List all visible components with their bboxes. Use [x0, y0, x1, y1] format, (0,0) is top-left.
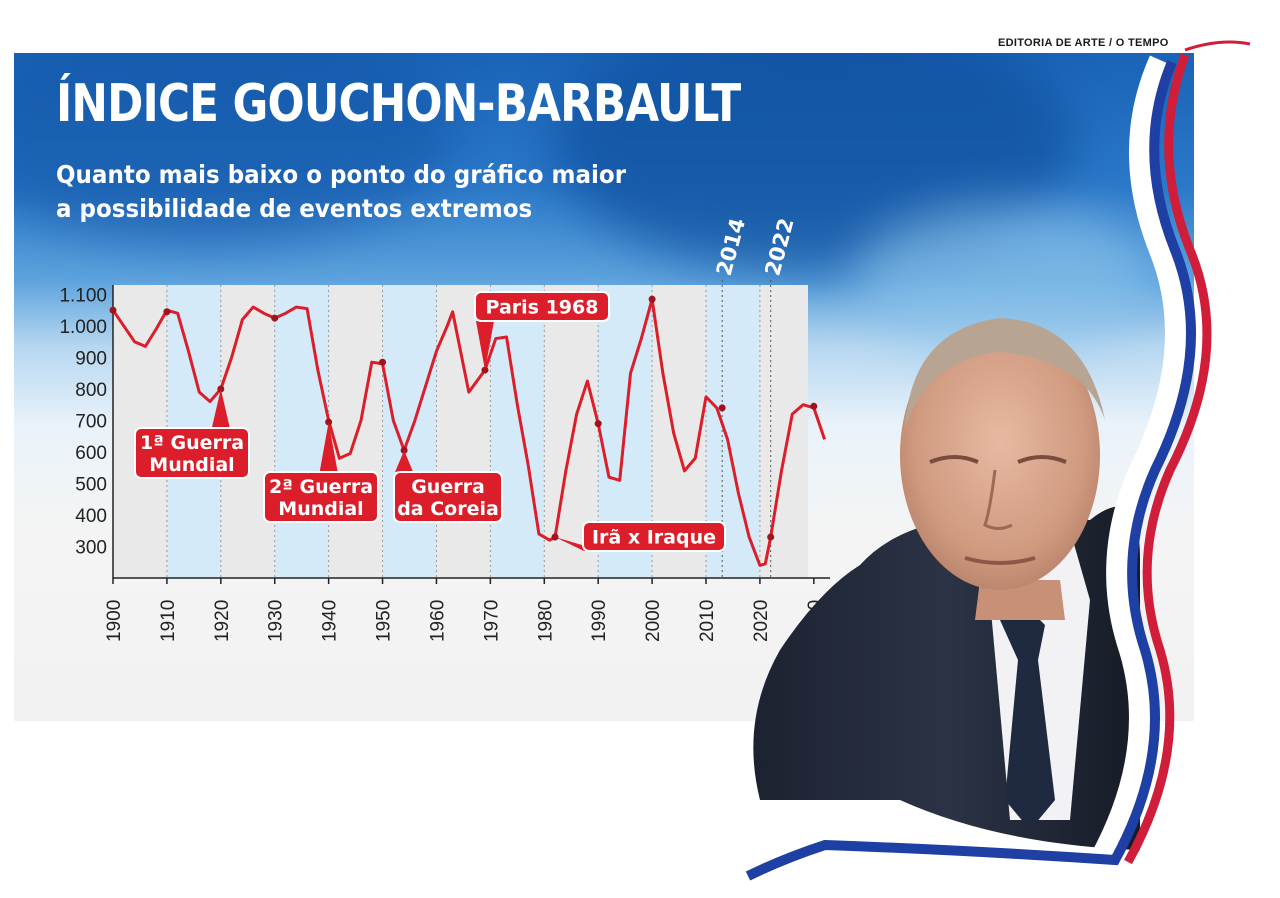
page-title: ÍNDICE GOUCHON-BARBAULT	[56, 74, 741, 134]
data-point	[810, 402, 818, 410]
flag-ribbon	[735, 40, 1251, 881]
x-tick-label: 1900	[104, 600, 125, 642]
x-tick-label: 1930	[266, 600, 287, 642]
annotation-label: Mundial	[278, 498, 363, 520]
annotation-box	[582, 521, 726, 552]
x-tick-label: 1940	[320, 600, 341, 642]
x-tick-label: 1920	[212, 600, 233, 642]
x-tick-label: 1950	[374, 600, 395, 642]
credit-line: EDITORIA DE ARTE / O TEMPO	[998, 37, 1169, 49]
annotation-pointer	[211, 388, 230, 428]
x-tick-label: 2000	[643, 600, 664, 642]
x-tick-label: 2010	[697, 600, 718, 642]
x-tick-label: 1910	[158, 600, 179, 642]
x-tick-label: 1980	[535, 600, 556, 642]
data-point	[163, 308, 171, 316]
data-point	[109, 306, 117, 314]
y-tick-label: 1.000	[59, 317, 107, 338]
annotation-box	[134, 427, 250, 479]
data-point	[767, 533, 775, 541]
y-tick-label: 700	[75, 411, 107, 432]
y-tick-label: 600	[75, 443, 107, 464]
x-tick-label: 1960	[427, 600, 448, 642]
annotation-pointer	[319, 422, 338, 472]
annotation-label: Guerra	[411, 476, 485, 498]
annotation-box	[263, 471, 379, 523]
annotation-label: Irã x Iraque	[592, 527, 716, 549]
annotation-box	[393, 471, 503, 523]
y-tick-label: 800	[75, 380, 107, 401]
x-tick-label: 1990	[589, 600, 610, 642]
annotation-label: 1ª Guerra	[140, 432, 244, 454]
x-tick-label: 1970	[481, 600, 502, 642]
data-point	[271, 314, 279, 322]
decade-band	[759, 285, 808, 578]
data-point	[379, 358, 387, 366]
decade-band	[274, 285, 329, 578]
y-tick-label: 400	[75, 506, 107, 527]
annotation-label: Mundial	[149, 454, 234, 476]
y-tick-label: 300	[75, 537, 107, 558]
y-tick-label: 1.100	[59, 285, 107, 306]
y-tick-label: 500	[75, 474, 107, 495]
annotation-box	[474, 291, 610, 322]
decade-band	[490, 285, 545, 578]
data-point	[718, 404, 726, 412]
annotation-label: da Coreia	[397, 498, 499, 520]
data-point	[648, 295, 656, 303]
page-subtitle: Quanto mais baixo o ponto do gráfico mai…	[56, 160, 627, 223]
annotation-pointer	[395, 450, 414, 472]
series-line	[111, 297, 827, 567]
annotation-pointer	[555, 537, 602, 551]
annotation-label: 2ª Guerra	[269, 476, 373, 498]
data-point	[594, 420, 602, 428]
decade-band	[328, 285, 383, 578]
annotation-pointer	[476, 321, 494, 371]
y-tick-label: 900	[75, 348, 107, 369]
x-tick-label: 2020	[751, 600, 772, 642]
head-shape	[900, 318, 1105, 620]
annotation-label: Paris 1968	[486, 297, 599, 319]
